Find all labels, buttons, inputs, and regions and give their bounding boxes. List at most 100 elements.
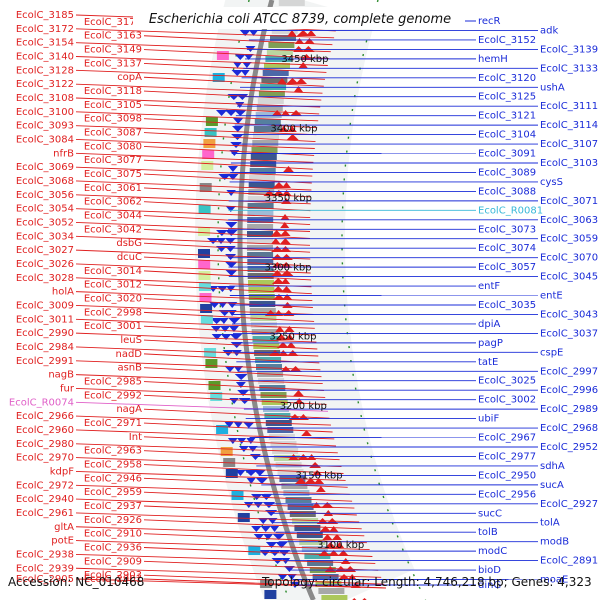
composition-segment [260, 392, 287, 398]
reverse-gene-arrow [258, 518, 269, 524]
gene-label-right: EcolC_3043 [540, 309, 598, 320]
label-connector-line [75, 56, 328, 66]
feature-block [198, 205, 211, 214]
label-connector-line [75, 263, 311, 274]
reverse-gene-arrow [219, 326, 231, 332]
composition-segment [256, 105, 283, 111]
feature-block [216, 425, 229, 434]
gene-label-right: cspE [540, 347, 563, 358]
forward-gene-arrow [280, 222, 290, 228]
feature-block [225, 469, 238, 478]
reverse-gene-arrow [225, 230, 238, 236]
composition-segment [292, 518, 319, 524]
label-connector-line [143, 284, 312, 295]
forward-gene-arrow [283, 166, 294, 172]
composition-segment [294, 525, 321, 531]
gene-label-left: EcolC_3052 [16, 217, 74, 228]
scale-label: 3450 kbp [281, 54, 328, 65]
reverse-gene-arrow [220, 334, 232, 340]
gene-label-left: EcolC_3062 [84, 197, 142, 208]
reverse-gene-arrow [242, 422, 255, 428]
accession-info: Accession: NC_010468 [8, 575, 145, 589]
reverse-gene-arrow [210, 326, 222, 332]
gene-label-right: ubiF [478, 414, 499, 425]
reverse-gene-arrow [238, 446, 249, 452]
forward-gene-arrow [306, 30, 317, 36]
forward-gene-arrow [285, 334, 295, 340]
forward-gene-arrow [320, 502, 334, 508]
reverse-gene-arrow [233, 118, 244, 124]
feature-block [220, 447, 233, 456]
feature-block [198, 282, 211, 291]
forward-gene-arrow [271, 262, 284, 268]
reverse-gene-arrow [228, 318, 241, 324]
gene-label-right: EcolC_3059 [540, 234, 598, 245]
label-connector-line [143, 464, 344, 474]
reverse-gene-arrow [207, 238, 220, 244]
label-connector-line [143, 256, 311, 267]
gene-label-left: EcolC_3080 [84, 141, 142, 152]
gene-label-right: EcolC_2927 [540, 499, 598, 510]
forward-gene-arrow [294, 478, 308, 484]
gene-label-right: EcolC_R0081 [478, 205, 543, 216]
gene-label-left: EcolC_3093 [16, 121, 74, 132]
label-connector-line [75, 222, 311, 232]
gene-label-left: EcolC_3020 [84, 294, 142, 305]
gene-label-right: EcolC_2977 [478, 451, 536, 462]
composition-segment [247, 231, 273, 237]
gene-label-left: EcolC_2971 [84, 418, 142, 429]
gene-label-right: EcolC_3088 [478, 186, 536, 197]
forward-gene-arrow [272, 182, 285, 188]
reverse-gene-arrow [237, 438, 247, 444]
composition-segment [271, 28, 298, 34]
gene-label-left: EcolC_3149 [84, 45, 142, 56]
forward-gene-arrow [313, 478, 325, 484]
composition-segment [254, 119, 281, 125]
label-connector-line [75, 305, 314, 315]
reverse-gene-arrow [246, 438, 256, 444]
gene-label-right: EcolC_3152 [478, 35, 536, 46]
forward-gene-arrow [271, 230, 283, 236]
gene-label-left: EcolC_2990 [16, 328, 74, 339]
gene-label-left: EcolC_3105 [84, 100, 142, 111]
scale-label: 3250 kbp [269, 332, 316, 343]
reverse-gene-arrow [251, 526, 262, 532]
composition-segment [247, 238, 273, 244]
title-background [133, 7, 465, 29]
gene-label-left: EcolC_2946 [84, 473, 142, 484]
composition-segment [281, 483, 308, 489]
forward-gene-arrow [276, 334, 287, 340]
gene-label-right: EcolC_3057 [478, 262, 536, 273]
forward-gene-arrow [296, 30, 310, 36]
forward-gene-arrow [275, 326, 285, 332]
gene-label-left: copA [117, 72, 142, 83]
gene-label-left: EcolC_3185 [16, 10, 74, 21]
label-connector-line [75, 526, 365, 537]
label-connector-line [75, 512, 360, 523]
label-connector-line [75, 332, 317, 343]
gene-label-left: EcolC_3056 [16, 190, 74, 201]
gene-label-left: EcolC_3001 [84, 321, 142, 332]
gene-label-right: hemH [478, 54, 508, 65]
label-connector-line [75, 457, 342, 468]
label-connector-line [143, 242, 311, 253]
label-connector-line [75, 387, 326, 398]
composition-segment [312, 574, 339, 580]
gene-label-left: EcolC_2961 [16, 508, 74, 519]
gene-label-left: EcolC_2970 [16, 453, 74, 464]
forward-gene-arrow [272, 190, 286, 196]
gene-label-right: cysS [540, 177, 563, 188]
label-connector-line [75, 125, 317, 136]
composition-segment [253, 126, 280, 132]
gene-label-right: EcolC_2891 [540, 556, 598, 567]
label-connector-line [143, 215, 311, 226]
forward-gene-arrow [286, 342, 297, 348]
reverse-gene-arrow [270, 526, 280, 532]
feature-block [205, 117, 218, 126]
gene-label-right: EcolC_3073 [478, 224, 536, 235]
reverse-gene-arrow [253, 534, 265, 540]
gene-label-right: dpiA [478, 319, 500, 330]
label-connector-line [75, 166, 313, 177]
reverse-gene-arrow [215, 110, 228, 116]
